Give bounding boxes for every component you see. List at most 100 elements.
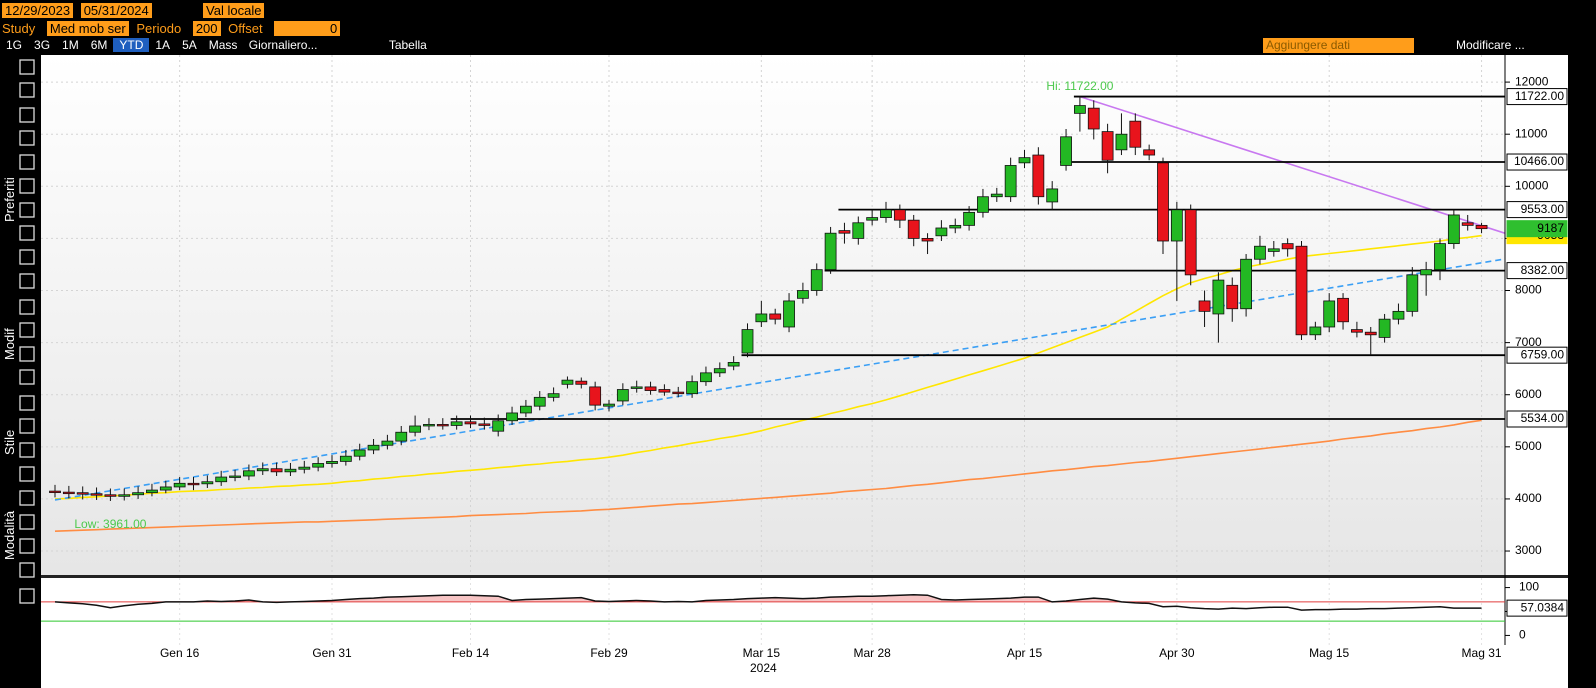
lower-panel: [41, 578, 1505, 645]
offset-label: Offset: [228, 21, 263, 36]
candle-body: [1364, 331, 1377, 336]
y-tick-label: 12000: [1515, 74, 1549, 88]
range-button[interactable]: Mass: [208, 38, 238, 52]
table-button[interactable]: Tabella: [388, 38, 427, 52]
candle-body: [1129, 120, 1142, 148]
offset-input[interactable]: 0: [274, 21, 341, 36]
x-tick-label: Mag 31: [1462, 646, 1502, 660]
candle-body: [1115, 133, 1128, 151]
tool-icon: [19, 249, 35, 265]
candle-body: [1046, 188, 1059, 203]
range-button[interactable]: 3G: [34, 38, 51, 52]
candle-body: [1295, 245, 1308, 336]
candle-body: [990, 193, 1003, 198]
candle-body: [326, 461, 338, 464]
y-tick-label: 5000: [1515, 439, 1542, 453]
candle-body: [1378, 318, 1391, 338]
range-bar: 1G 3G 1M 6M YTD 1A 5A Mass Giornaliero... Tabel…: [0, 38, 1596, 54]
candle-body: [270, 468, 283, 473]
tool-icon: [19, 178, 35, 194]
candle-body: [76, 492, 89, 495]
candle-body: [1101, 131, 1114, 161]
start-date[interactable]: 12/29/2023: [2, 3, 74, 18]
candle-body: [520, 405, 532, 414]
candle-body: [700, 372, 712, 383]
add-data[interactable]: Aggiungere dati: [1263, 38, 1414, 53]
candle-body: [1198, 300, 1211, 312]
candle-body: [852, 222, 865, 239]
study-bar: Study Med mob ser Periodo 200 Offset 0: [0, 21, 1596, 37]
frequency[interactable]: Giornaliero...: [248, 38, 318, 52]
x-tick-label: Apr 15: [1007, 646, 1043, 660]
range-button[interactable]: 1A: [155, 38, 171, 52]
candle-body: [810, 269, 823, 291]
candle-body: [159, 486, 172, 491]
candle-body: [173, 482, 186, 488]
candle-body: [146, 489, 158, 494]
tool-icon: [19, 442, 35, 458]
range-button[interactable]: 1G: [6, 38, 23, 52]
candle-body: [547, 393, 560, 398]
candle-body: [339, 455, 352, 462]
panel-divider: [41, 575, 1568, 578]
moving-average: [54, 419, 1482, 532]
candle-body: [561, 379, 574, 385]
candle-body: [464, 421, 477, 425]
candle-body: [492, 420, 505, 432]
candle-body: [1004, 165, 1017, 198]
tool-icon: [19, 107, 35, 123]
candle-body: [1461, 222, 1474, 226]
candle-body: [783, 300, 795, 328]
tool-icon: [19, 130, 35, 146]
edit-button[interactable]: Modificare ...: [1456, 38, 1525, 52]
candle-body: [367, 444, 380, 451]
range-button[interactable]: 6M: [90, 38, 108, 52]
y-tick-label: 6000: [1515, 387, 1542, 401]
level-label: 5534.00: [1521, 411, 1565, 425]
x-axis-area: [41, 645, 1568, 688]
range-button[interactable]: 1M: [62, 38, 79, 52]
y-tick-label: 0: [1519, 628, 1526, 642]
study-select[interactable]: Med mob ser: [46, 21, 129, 36]
tool-icon: [19, 369, 35, 385]
candle-body: [49, 490, 61, 494]
candle-body: [672, 391, 685, 395]
candle-body: [1309, 326, 1322, 336]
candle-body: [229, 475, 241, 478]
tool-icon: [19, 562, 35, 578]
candle-body: [312, 463, 325, 468]
candle-body: [630, 386, 643, 389]
candle-body: [1143, 149, 1156, 156]
y-tick-label: 8000: [1515, 283, 1542, 297]
candle-body: [1434, 243, 1446, 271]
candle-body: [963, 211, 975, 226]
range-button[interactable]: 5A: [182, 38, 197, 52]
candle-body: [423, 424, 435, 427]
candle-body: [409, 425, 422, 433]
currency-select[interactable]: Val locale: [203, 3, 265, 18]
x-tick-label: Gen 16: [160, 646, 200, 660]
level-box: [1506, 410, 1568, 428]
candle-body: [187, 482, 200, 486]
level-box: [1506, 262, 1568, 280]
candle-body: [1032, 154, 1045, 198]
y-tick-label: 7000: [1515, 335, 1542, 349]
candle-body: [1157, 162, 1169, 242]
level-box: [1506, 88, 1568, 106]
candle-body: [824, 232, 837, 271]
candle-body: [658, 389, 671, 393]
period-input[interactable]: 200: [192, 21, 221, 36]
candle-body: [1240, 258, 1252, 310]
end-date[interactable]: 05/31/2024: [80, 3, 152, 18]
candle-body: [132, 492, 145, 496]
tool-icon: [19, 154, 35, 170]
candle-body: [436, 424, 449, 427]
candle-body: [1475, 224, 1488, 230]
candle-body: [284, 468, 297, 473]
range-button[interactable]: YTD: [113, 38, 150, 52]
candle-body: [242, 470, 255, 477]
x-tick-label: Mag 15: [1309, 646, 1349, 660]
candle-body: [727, 362, 740, 367]
candle-body: [1087, 107, 1100, 130]
